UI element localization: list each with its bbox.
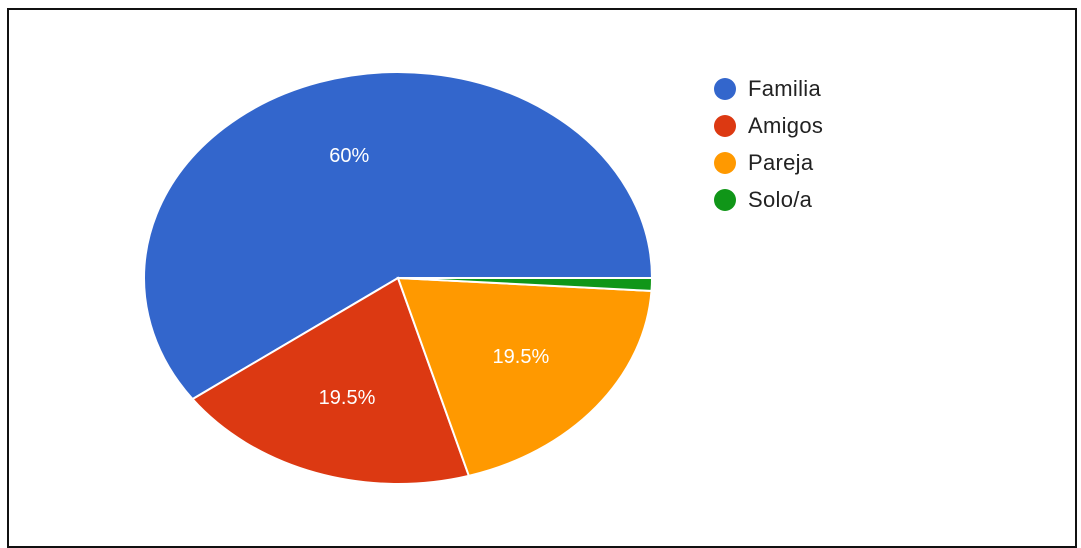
legend: Familia Amigos Pareja Solo/a <box>714 70 823 218</box>
legend-item-amigos: Amigos <box>714 107 823 144</box>
legend-label: Amigos <box>748 112 824 138</box>
slice-label-amigos: 19.5% <box>319 387 376 409</box>
legend-swatch <box>714 188 736 211</box>
legend-label: Pareja <box>748 149 814 175</box>
legend-item-pareja: Pareja <box>714 144 823 181</box>
pie-slice-familia <box>143 71 654 401</box>
slice-label-familia: 60% <box>329 145 369 167</box>
legend-swatch <box>714 151 736 174</box>
legend-label: Solo/a <box>748 186 813 212</box>
legend-item-solo: Solo/a <box>714 181 823 218</box>
legend-label: Familia <box>748 75 821 101</box>
legend-swatch <box>714 77 736 100</box>
pie-slice-pareja <box>396 276 653 477</box>
slice-label-pareja: 19.5% <box>493 346 550 368</box>
legend-item-familia: Familia <box>714 70 823 107</box>
pie-chart: 60% 19.5% 19.5% <box>143 71 654 485</box>
pie-slice-amigos <box>190 276 471 485</box>
legend-swatch <box>714 114 736 137</box>
pie-slice-solo <box>397 277 654 292</box>
